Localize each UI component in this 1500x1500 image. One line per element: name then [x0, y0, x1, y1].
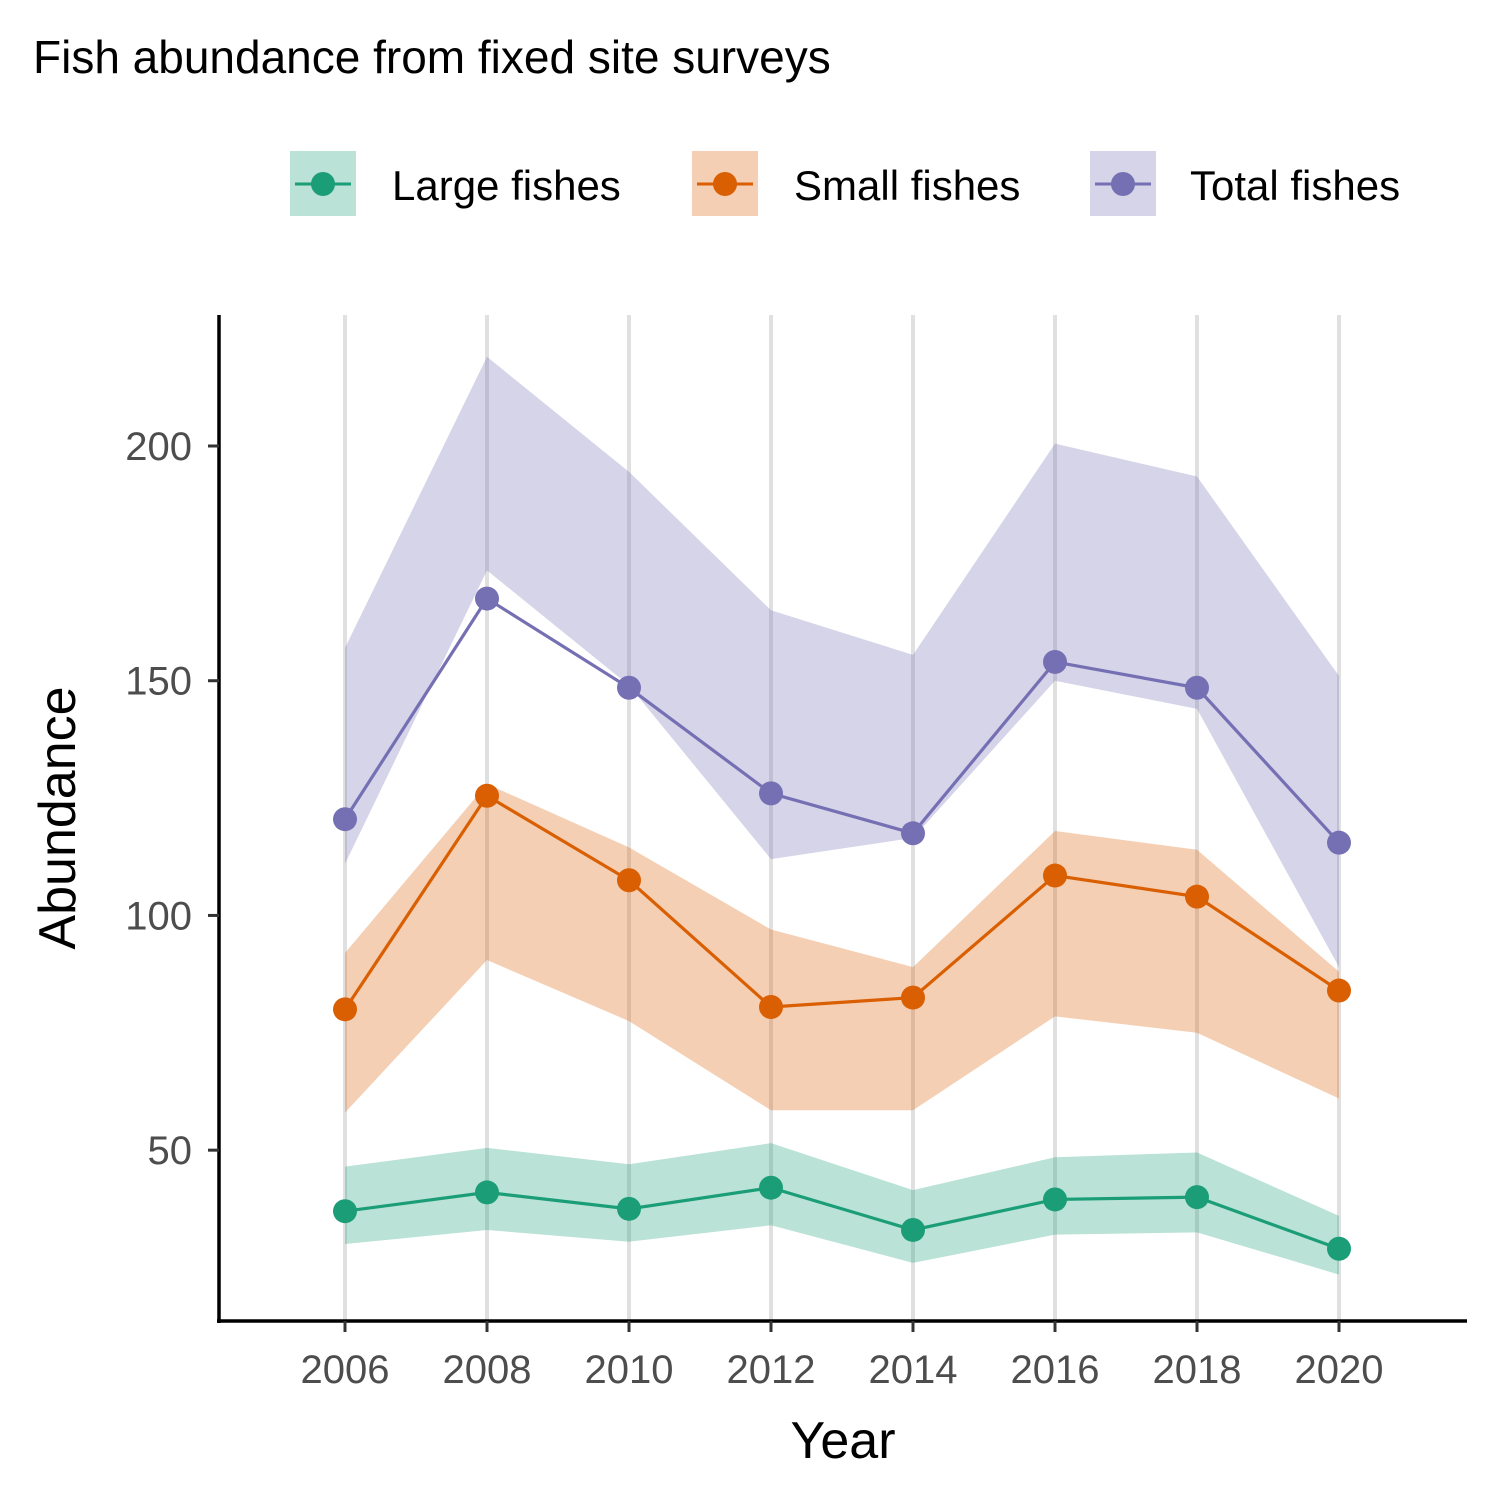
point-series-2-2014 — [901, 821, 925, 846]
chart-title: Fish abundance from fixed site surveys — [33, 31, 831, 83]
point-series-0-2012 — [759, 1175, 783, 1200]
point-series-1-2008 — [475, 783, 499, 808]
point-series-2-2006 — [333, 807, 357, 832]
point-series-1-2010 — [617, 868, 641, 893]
point-series-1-2016 — [1043, 863, 1067, 888]
line-series-0 — [344, 1186, 1340, 1251]
series-points — [333, 586, 1351, 1261]
x-tick-label-2014: 2014 — [869, 1348, 958, 1392]
x-tick-label-2020: 2020 — [1295, 1348, 1384, 1392]
y-tick-label-50: 50 — [148, 1129, 193, 1173]
point-series-0-2010 — [617, 1196, 641, 1221]
series-lines — [343, 596, 1341, 1251]
point-series-1-2012 — [759, 994, 783, 1019]
legend-label-2: Total fishes — [1190, 162, 1400, 209]
y-tick-label-100: 100 — [125, 894, 192, 938]
legend-item-1: Small fishes — [692, 151, 1020, 216]
x-axis-ticks: 2006 2008 2010 2012 2014 2016 2018 2020 — [301, 1321, 1384, 1392]
y-tick-label-200: 200 — [125, 425, 192, 469]
ribbons — [345, 356, 1339, 1275]
x-axis-title: Year — [790, 1412, 895, 1470]
y-axis-title: Abundance — [29, 686, 87, 949]
point-series-2-2010 — [617, 675, 641, 700]
line-series-2 — [343, 596, 1341, 844]
x-tick-label-2010: 2010 — [585, 1348, 674, 1392]
point-series-0-2006 — [333, 1199, 357, 1224]
point-series-1-2014 — [901, 985, 925, 1010]
point-series-1-2018 — [1185, 884, 1209, 909]
point-series-0-2008 — [475, 1180, 499, 1205]
point-series-0-2020 — [1327, 1236, 1351, 1261]
legend-item-2: Total fishes — [1090, 151, 1400, 216]
legend-key-point-2 — [1111, 172, 1135, 196]
line-series-1 — [343, 793, 1340, 1011]
legend-label-0: Large fishes — [392, 162, 621, 209]
point-series-1-2020 — [1327, 978, 1351, 1003]
x-tick-label-2016: 2016 — [1011, 1348, 1100, 1392]
point-series-0-2016 — [1043, 1187, 1067, 1212]
legend-key-point-0 — [311, 172, 335, 196]
legend-key-point-1 — [713, 172, 737, 196]
point-series-2-2008 — [475, 586, 499, 611]
legend-item-0: Large fishes — [290, 151, 621, 216]
legend: Large fishes Small fishes Total fishes — [290, 151, 1400, 216]
point-series-2-2020 — [1327, 830, 1351, 855]
y-tick-label-150: 150 — [125, 660, 192, 704]
ribbon-series-2 — [345, 356, 1339, 968]
point-series-2-2012 — [759, 781, 783, 806]
point-series-2-2016 — [1043, 649, 1067, 674]
point-series-0-2014 — [901, 1217, 925, 1242]
x-tick-label-2012: 2012 — [727, 1348, 816, 1392]
x-tick-label-2006: 2006 — [301, 1348, 390, 1392]
point-series-2-2018 — [1185, 675, 1209, 700]
ribbon-series-1 — [345, 784, 1339, 1113]
x-tick-label-2018: 2018 — [1153, 1348, 1242, 1392]
point-series-0-2018 — [1185, 1185, 1209, 1210]
point-series-1-2006 — [333, 997, 357, 1022]
x-tick-label-2008: 2008 — [443, 1348, 532, 1392]
legend-label-1: Small fishes — [794, 162, 1020, 209]
y-axis-ticks: 50 100 150 200 — [125, 425, 219, 1173]
